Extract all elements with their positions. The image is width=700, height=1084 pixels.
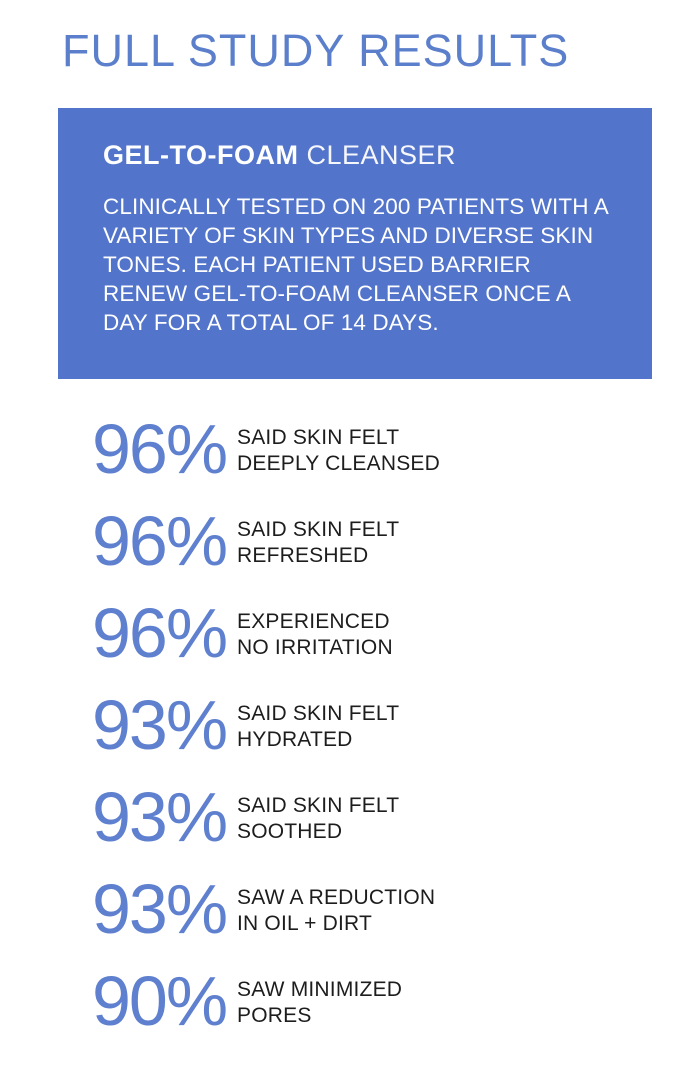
stat-label-line-2: HYDRATED — [237, 728, 353, 752]
stat-percentage: 93% — [92, 686, 228, 765]
stat-label-line-2: PORES — [237, 1004, 312, 1028]
study-description: CLINICALLY TESTED ON 200 PATIENTS WITH A… — [103, 194, 608, 336]
stat-percentage: 96% — [92, 502, 228, 581]
stat-label-line-1: SAID SKIN FELT — [237, 518, 400, 542]
stat-label-line-2: SOOTHED — [237, 820, 343, 844]
stat-label: EXPERIENCED NO IRRITATION — [237, 605, 393, 661]
stat-label-line-2: DEEPLY CLEANSED — [237, 452, 440, 476]
stat-label-line-2: REFRESHED — [237, 544, 369, 568]
study-summary-card: GEL-TO-FOAM CLEANSER CLINICALLY TESTED O… — [58, 108, 652, 380]
stat-label-line-1: SAW MINIMIZED — [237, 978, 403, 1002]
product-heading: GEL-TO-FOAM CLEANSER — [103, 139, 610, 171]
stat-row-no-irritation: 96% EXPERIENCED NO IRRITATION — [92, 597, 700, 669]
stats-list: 96% SAID SKIN FELT DEEPLY CLEANSED 96% S… — [92, 413, 700, 1037]
stat-percentage: 90% — [92, 962, 228, 1041]
stat-label: SAID SKIN FELT HYDRATED — [237, 697, 399, 753]
product-type: CLEANSER — [306, 140, 457, 170]
stat-percentage: 93% — [92, 870, 228, 949]
stat-label-line-1: SAW A REDUCTION — [237, 886, 436, 910]
stat-label: SAID SKIN FELT REFRESHED — [237, 513, 399, 569]
stat-label-line-1: SAID SKIN FELT — [237, 794, 400, 818]
stat-label: SAW MINIMIZED PORES — [237, 973, 402, 1029]
stat-row-soothed: 93% SAID SKIN FELT SOOTHED — [92, 781, 700, 853]
stat-label-line-1: EXPERIENCED — [237, 610, 390, 634]
stat-percentage: 96% — [92, 594, 228, 673]
stat-label-line-1: SAID SKIN FELT — [237, 426, 400, 450]
page-title: FULL STUDY RESULTS — [62, 25, 570, 76]
stat-label-line-1: SAID SKIN FELT — [237, 702, 400, 726]
stat-row-minimized-pores: 90% SAW MINIMIZED PORES — [92, 965, 700, 1037]
stat-label-line-2: NO IRRITATION — [237, 636, 393, 660]
stat-row-hydrated: 93% SAID SKIN FELT HYDRATED — [92, 689, 700, 761]
stat-percentage: 96% — [92, 410, 228, 489]
stat-label: SAID SKIN FELT SOOTHED — [237, 789, 399, 845]
stat-percentage: 93% — [92, 778, 228, 857]
stat-label: SAW A REDUCTION IN OIL + DIRT — [237, 881, 435, 937]
stat-label: SAID SKIN FELT DEEPLY CLEANSED — [237, 421, 440, 477]
stat-label-line-2: IN OIL + DIRT — [237, 912, 373, 936]
stat-row-oil-dirt-reduction: 93% SAW A REDUCTION IN OIL + DIRT — [92, 873, 700, 945]
stat-row-refreshed: 96% SAID SKIN FELT REFRESHED — [92, 505, 700, 577]
product-name: GEL-TO-FOAM — [103, 140, 299, 170]
stat-row-deeply-cleansed: 96% SAID SKIN FELT DEEPLY CLEANSED — [92, 413, 700, 485]
